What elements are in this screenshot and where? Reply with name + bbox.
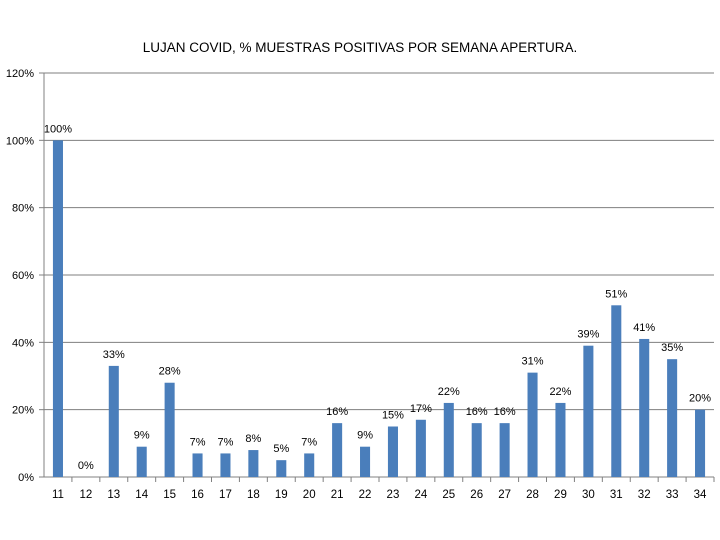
data-label-25: 22%	[438, 386, 460, 398]
data-label-28: 31%	[522, 356, 544, 368]
y-tick-label: 40%	[12, 337, 34, 349]
gridlines	[44, 72, 714, 411]
data-label-15: 28%	[159, 366, 181, 378]
data-label-16: 7%	[190, 436, 206, 448]
data-label-30: 39%	[577, 329, 599, 341]
data-label-31: 51%	[605, 288, 627, 300]
data-label-17: 7%	[218, 436, 234, 448]
bar-23	[387, 426, 398, 477]
data-label-27: 16%	[494, 406, 516, 418]
x-tick-label: 11	[52, 489, 64, 501]
y-tick-label: 60%	[12, 270, 34, 282]
bars	[52, 140, 706, 478]
x-tick-label: 16	[191, 489, 204, 501]
bar-32	[639, 338, 650, 477]
x-tick-label: 32	[638, 489, 651, 501]
bar-30	[583, 345, 594, 477]
x-tick-label: 28	[526, 489, 539, 501]
y-tick-label: 120%	[6, 68, 34, 80]
x-tick-label: 19	[275, 489, 288, 501]
x-tick-label: 25	[442, 489, 455, 501]
x-tick-label: 26	[470, 489, 483, 501]
x-tick-label: 34	[694, 489, 707, 501]
bar-27	[499, 423, 510, 477]
chart-title: LUJAN COVID, % MUESTRAS POSITIVAS POR SE…	[143, 40, 578, 55]
y-tick-label: 20%	[12, 405, 34, 417]
x-tick-label: 27	[498, 489, 511, 501]
data-label-33: 35%	[661, 342, 683, 354]
data-label-19: 5%	[273, 443, 289, 455]
x-tick-label: 15	[163, 489, 176, 501]
x-tick-label: 33	[666, 489, 679, 501]
data-label-21: 16%	[326, 406, 348, 418]
x-axis-ticks: 11 12 13 14 15 16 17 18 19 20 21 22 23 24 25 26 27 28 29 30…	[52, 489, 707, 501]
x-tick-label: 31	[610, 489, 623, 501]
bar-14	[136, 446, 147, 477]
data-labels: 100% 0% 33% 9% 28% 7% 7% 8% 5% 7% 16% 9% 15% 17% 22% 16…	[44, 123, 711, 472]
x-tick-label: 22	[359, 489, 372, 501]
x-tick-label: 14	[135, 489, 148, 501]
data-label-18: 8%	[245, 433, 261, 445]
bar-24	[415, 419, 426, 477]
axes	[39, 72, 715, 482]
x-tick-label: 30	[582, 489, 595, 501]
x-tick-label: 21	[331, 489, 344, 501]
y-axis-ticks: 0% 20% 40% 60% 80% 100% 120%	[6, 68, 34, 484]
data-label-14: 9%	[134, 430, 150, 442]
data-label-23: 15%	[382, 410, 404, 422]
data-label-22: 9%	[357, 430, 373, 442]
x-tick-label: 20	[303, 489, 316, 501]
data-label-32: 41%	[633, 322, 655, 334]
bar-16	[192, 453, 203, 477]
bar-20	[304, 453, 315, 477]
x-tick-label: 29	[554, 489, 567, 501]
bar-21	[332, 423, 343, 477]
bar-22	[360, 446, 371, 477]
bar-34	[695, 409, 706, 477]
data-label-34: 20%	[689, 393, 711, 405]
y-tick-label: 100%	[6, 135, 34, 147]
bar-15	[164, 382, 175, 477]
x-tick-label: 23	[387, 489, 400, 501]
bar-18	[248, 450, 259, 477]
bar-19	[276, 460, 287, 477]
bar-25	[443, 402, 454, 477]
x-tick-label: 12	[79, 489, 92, 501]
x-tick-label: 13	[107, 489, 120, 501]
data-label-11: 100%	[44, 123, 72, 135]
x-tick-label: 17	[219, 489, 232, 501]
data-label-26: 16%	[466, 406, 488, 418]
data-label-12: 0%	[78, 460, 94, 472]
x-tick-label: 24	[414, 489, 427, 501]
bar-11	[52, 140, 63, 478]
bar-17	[220, 453, 231, 477]
bar-33	[667, 359, 678, 477]
bar-29	[555, 402, 566, 477]
data-label-13: 33%	[103, 349, 125, 361]
data-label-29: 22%	[549, 386, 571, 398]
bar-13	[108, 365, 119, 477]
bar-31	[611, 305, 622, 477]
y-tick-label: 80%	[12, 203, 34, 215]
x-tick-label: 18	[247, 489, 260, 501]
bar-28	[527, 372, 538, 477]
data-label-20: 7%	[301, 436, 317, 448]
y-tick-label: 0%	[18, 472, 34, 484]
data-label-24: 17%	[410, 403, 432, 415]
bar-26	[471, 423, 482, 477]
